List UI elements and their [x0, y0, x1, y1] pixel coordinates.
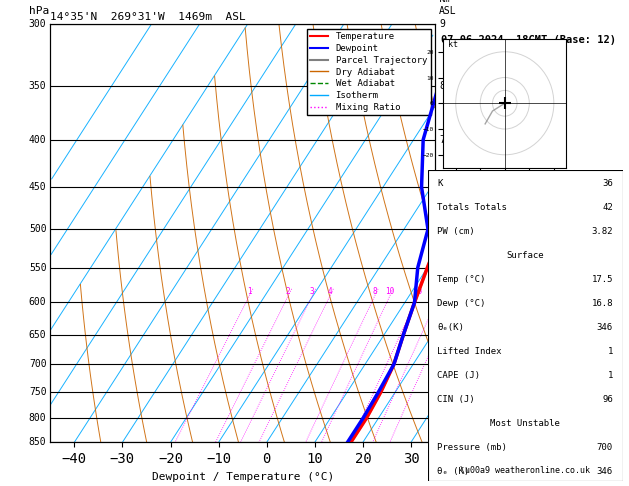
Text: 500: 500: [29, 225, 47, 234]
Legend: Temperature, Dewpoint, Parcel Trajectory, Dry Adiabat, Wet Adiabat, Isotherm, Mi: Temperature, Dewpoint, Parcel Trajectory…: [307, 29, 430, 115]
Text: 15: 15: [414, 287, 423, 296]
Text: 550: 550: [29, 262, 47, 273]
Text: 4: 4: [328, 287, 332, 296]
Text: 4: 4: [439, 297, 445, 308]
Text: 6: 6: [439, 225, 445, 234]
Text: LCL: LCL: [439, 437, 457, 447]
Text: 1: 1: [608, 347, 613, 356]
Text: 8: 8: [372, 287, 377, 296]
Text: Pressure (mb): Pressure (mb): [438, 443, 508, 452]
Text: 4: 4: [439, 330, 445, 340]
Text: 17.5: 17.5: [591, 275, 613, 284]
Text: 300: 300: [29, 19, 47, 29]
Text: 8: 8: [439, 81, 445, 91]
Text: 650: 650: [29, 330, 47, 340]
FancyBboxPatch shape: [428, 170, 623, 481]
Text: 1: 1: [608, 371, 613, 380]
Text: 800: 800: [29, 413, 47, 423]
Text: 5: 5: [439, 262, 445, 273]
Text: 36: 36: [602, 179, 613, 189]
Text: 750: 750: [29, 387, 47, 397]
Text: Surface: Surface: [506, 251, 544, 260]
Text: Temp (°C): Temp (°C): [438, 275, 486, 284]
Text: 7: 7: [439, 135, 445, 145]
Text: 3: 3: [310, 287, 314, 296]
Text: 3: 3: [439, 359, 445, 369]
Text: 346: 346: [597, 467, 613, 476]
Text: 6: 6: [439, 182, 445, 192]
Text: \u00a9 weatheronline.co.uk: \u00a9 weatheronline.co.uk: [460, 466, 590, 475]
Text: Lifted Index: Lifted Index: [438, 347, 502, 356]
Text: 346: 346: [597, 323, 613, 332]
Text: Dewp (°C): Dewp (°C): [438, 299, 486, 308]
Text: 350: 350: [29, 81, 47, 91]
Text: 700: 700: [597, 443, 613, 452]
Text: 2: 2: [286, 287, 291, 296]
Text: θₑ(K): θₑ(K): [438, 323, 464, 332]
Text: 600: 600: [29, 297, 47, 308]
Text: 07.06.2024  18GMT (Base: 12): 07.06.2024 18GMT (Base: 12): [442, 35, 616, 45]
X-axis label: Dewpoint / Temperature (°C): Dewpoint / Temperature (°C): [152, 471, 334, 482]
Text: 96: 96: [602, 395, 613, 404]
Text: km
ASL: km ASL: [439, 0, 457, 16]
Text: CIN (J): CIN (J): [438, 395, 475, 404]
Text: 3.82: 3.82: [591, 227, 613, 236]
Text: 2: 2: [439, 413, 445, 423]
Text: 14°35'N  269°31'W  1469m  ASL: 14°35'N 269°31'W 1469m ASL: [50, 12, 246, 22]
Text: 450: 450: [29, 182, 47, 192]
Text: Most Unstable: Most Unstable: [490, 419, 560, 428]
Text: CAPE (J): CAPE (J): [438, 371, 481, 380]
Text: 700: 700: [29, 359, 47, 369]
Text: θₑ (K): θₑ (K): [438, 467, 470, 476]
Text: Totals Totals: Totals Totals: [438, 203, 508, 212]
Y-axis label: Mixing Ratio (g/kg): Mixing Ratio (g/kg): [470, 177, 480, 289]
Text: 3: 3: [439, 387, 445, 397]
Text: PW (cm): PW (cm): [438, 227, 475, 236]
Text: 42: 42: [602, 203, 613, 212]
Text: 400: 400: [29, 135, 47, 145]
Text: 850: 850: [29, 437, 47, 447]
Text: 9: 9: [439, 19, 445, 29]
Text: 10: 10: [386, 287, 394, 296]
Text: kt: kt: [448, 39, 459, 49]
Text: hPa: hPa: [29, 6, 50, 16]
Text: K: K: [438, 179, 443, 189]
Text: 1: 1: [247, 287, 252, 296]
Text: 16.8: 16.8: [591, 299, 613, 308]
